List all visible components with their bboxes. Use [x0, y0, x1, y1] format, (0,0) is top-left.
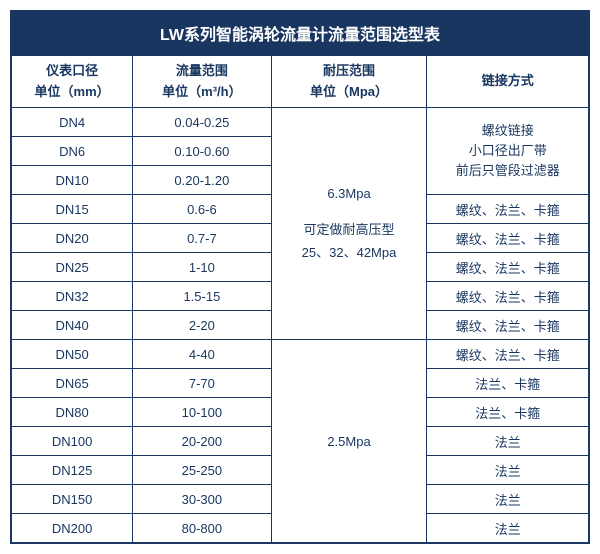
selection-table: LW系列智能涡轮流量计流量范围选型表 仪表口径单位（mm） 流量范围单位（m³/…	[10, 10, 590, 544]
pressure-line: 6.3Mpa	[272, 183, 427, 205]
cell-conn: 螺纹、法兰、卡箍	[427, 311, 589, 340]
cell-dn: DN125	[12, 456, 133, 485]
header-connection: 链接方式	[427, 56, 589, 108]
cell-pressure-bottom: 2.5Mpa	[271, 340, 427, 543]
cell-dn: DN32	[12, 282, 133, 311]
cell-range: 0.20-1.20	[133, 166, 271, 195]
cell-conn: 法兰、卡箍	[427, 398, 589, 427]
cell-dn: DN50	[12, 340, 133, 369]
header-diameter: 仪表口径单位（mm）	[12, 56, 133, 108]
cell-range: 0.6-6	[133, 195, 271, 224]
header-flowrange: 流量范围单位（m³/h）	[133, 56, 271, 108]
cell-range: 1.5-15	[133, 282, 271, 311]
cell-range: 80-800	[133, 514, 271, 543]
cell-conn: 法兰	[427, 485, 589, 514]
table-row: DN4 0.04-0.25 6.3Mpa 可定做耐高压型 25、32、42Mpa…	[12, 108, 589, 137]
cell-dn: DN6	[12, 137, 133, 166]
header-pressure: 耐压范围单位（Mpa）	[271, 56, 427, 108]
cell-dn: DN40	[12, 311, 133, 340]
cell-range: 0.10-0.60	[133, 137, 271, 166]
cell-dn: DN15	[12, 195, 133, 224]
cell-dn: DN80	[12, 398, 133, 427]
cell-dn: DN20	[12, 224, 133, 253]
pressure-line: 25、32、42Mpa	[272, 242, 427, 264]
cell-range: 30-300	[133, 485, 271, 514]
cell-range: 2-20	[133, 311, 271, 340]
cell-conn: 螺纹、法兰、卡箍	[427, 340, 589, 369]
cell-dn: DN65	[12, 369, 133, 398]
cell-dn: DN4	[12, 108, 133, 137]
cell-conn-small: 螺纹链接 小口径出厂带 前后只管段过滤器	[427, 108, 589, 195]
cell-conn: 螺纹、法兰、卡箍	[427, 253, 589, 282]
cell-range: 10-100	[133, 398, 271, 427]
cell-dn: DN150	[12, 485, 133, 514]
conn-line: 螺纹链接	[431, 121, 584, 141]
cell-range: 7-70	[133, 369, 271, 398]
cell-pressure-top: 6.3Mpa 可定做耐高压型 25、32、42Mpa	[271, 108, 427, 340]
cell-conn: 螺纹、法兰、卡箍	[427, 195, 589, 224]
cell-dn: DN25	[12, 253, 133, 282]
conn-line: 小口径出厂带	[431, 141, 584, 161]
conn-line: 前后只管段过滤器	[431, 161, 584, 181]
table-row: DN50 4-40 2.5Mpa 螺纹、法兰、卡箍	[12, 340, 589, 369]
cell-range: 4-40	[133, 340, 271, 369]
cell-conn: 螺纹、法兰、卡箍	[427, 224, 589, 253]
cell-dn: DN200	[12, 514, 133, 543]
cell-range: 0.04-0.25	[133, 108, 271, 137]
cell-dn: DN100	[12, 427, 133, 456]
table-title: LW系列智能涡轮流量计流量范围选型表	[11, 11, 589, 55]
cell-conn: 法兰	[427, 456, 589, 485]
header-row: 仪表口径单位（mm） 流量范围单位（m³/h） 耐压范围单位（Mpa） 链接方式	[12, 56, 589, 108]
pressure-line: 可定做耐高压型	[272, 219, 427, 241]
cell-range: 25-250	[133, 456, 271, 485]
cell-range: 1-10	[133, 253, 271, 282]
cell-conn: 法兰、卡箍	[427, 369, 589, 398]
cell-range: 20-200	[133, 427, 271, 456]
cell-conn: 法兰	[427, 514, 589, 543]
cell-conn: 法兰	[427, 427, 589, 456]
cell-conn: 螺纹、法兰、卡箍	[427, 282, 589, 311]
cell-dn: DN10	[12, 166, 133, 195]
data-table: 仪表口径单位（mm） 流量范围单位（m³/h） 耐压范围单位（Mpa） 链接方式…	[11, 55, 589, 543]
cell-range: 0.7-7	[133, 224, 271, 253]
